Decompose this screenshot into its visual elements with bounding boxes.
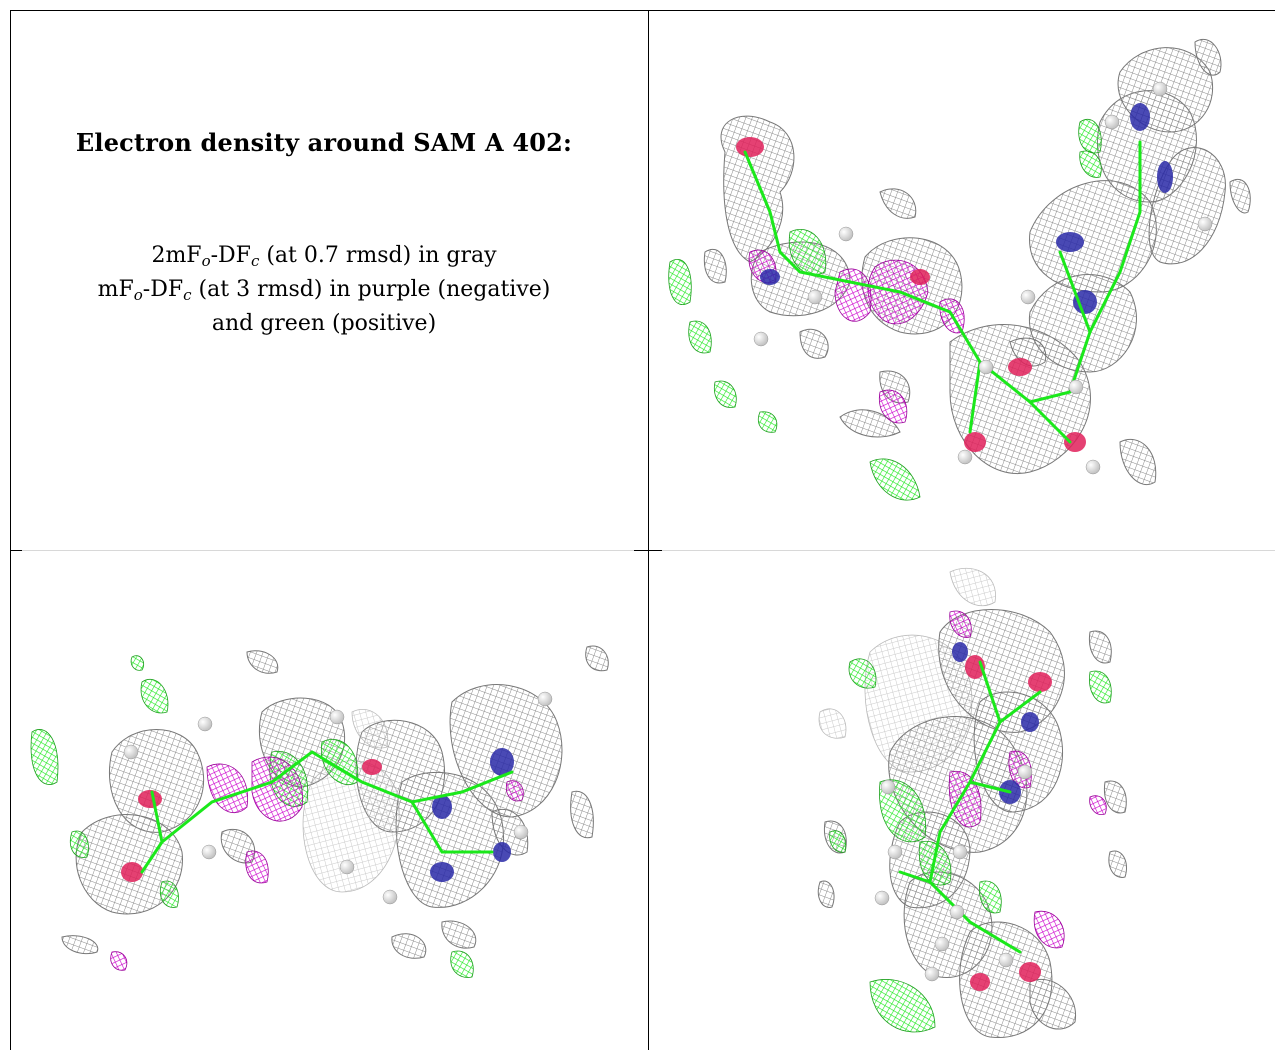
density-view-3 — [650, 552, 1275, 1050]
grid-line-left — [10, 10, 11, 1050]
legend-line-2fofc: 2mFo-DFc (at 0.7 rmsd) in gray — [151, 243, 497, 270]
grid-line-center — [648, 10, 649, 1050]
figure-caption: Electron density around SAM A 402: 2mFo-… — [10, 128, 638, 341]
grid-tick-center — [634, 550, 662, 551]
density-view-1 — [650, 12, 1275, 548]
grid-tick-left — [10, 550, 22, 551]
figure-title: Electron density around SAM A 402: — [75, 128, 573, 157]
grid-line-top — [10, 10, 1275, 11]
electron-density-view-1-icon — [668, 39, 1251, 501]
figure-legend: 2mFo-DFc (at 0.7 rmsd) in gray mFo-DFc (… — [10, 239, 638, 341]
electron-density-view-3-icon — [817, 568, 1127, 1039]
legend-line-fofc: mFo-DFc (at 3 rmsd) in purple (negative) — [97, 277, 551, 304]
legend-line-colors: and green (positive) — [211, 311, 437, 336]
density-view-2 — [12, 552, 646, 1050]
electron-density-view-2-icon — [30, 645, 609, 978]
